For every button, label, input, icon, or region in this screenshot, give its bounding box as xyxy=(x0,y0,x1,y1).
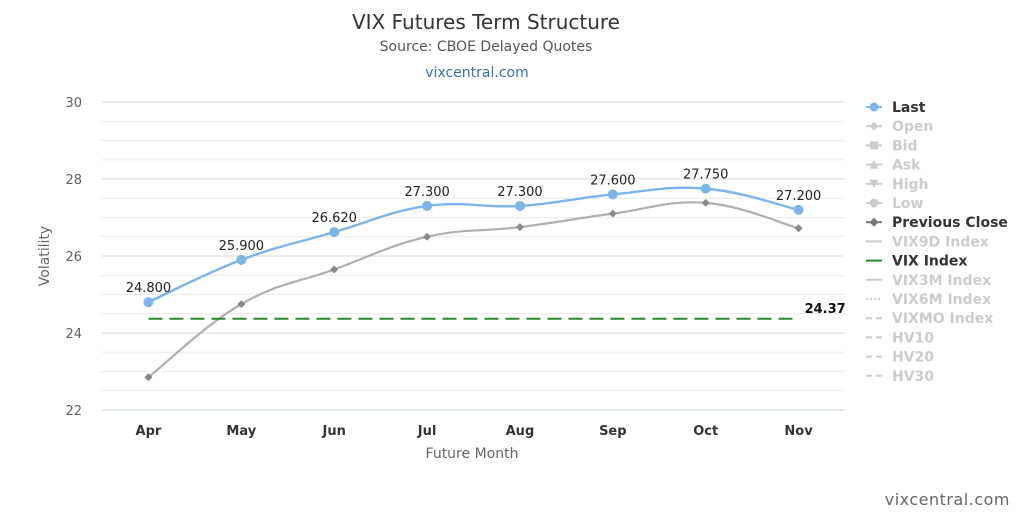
x-axis-title: Future Month xyxy=(426,446,519,462)
last-data-label: 27.300 xyxy=(497,185,543,200)
legend-item-open[interactable]: Open xyxy=(866,119,933,135)
last-data-label: 27.300 xyxy=(404,185,450,200)
legend-label: Low xyxy=(892,196,924,212)
legend-marker xyxy=(870,141,878,150)
last-point xyxy=(514,200,525,211)
legend-item-vix9d-index[interactable]: VIX9D Index xyxy=(866,234,989,250)
last-point xyxy=(607,189,618,200)
credit-text[interactable]: vixcentral.com xyxy=(885,490,1010,509)
legend-item-bid[interactable]: Bid xyxy=(866,138,918,154)
previous-close-line xyxy=(147,201,799,379)
last-point xyxy=(700,183,711,194)
x-tick-label: Oct xyxy=(693,424,718,439)
legend-item-low[interactable]: Low xyxy=(866,196,924,212)
legend-label: HV20 xyxy=(892,350,934,366)
last-point xyxy=(329,227,340,238)
x-tick-label: Apr xyxy=(136,424,162,439)
legend-label: VIXMO Index xyxy=(892,311,993,327)
previous-close-point xyxy=(330,265,339,274)
legend-marker xyxy=(869,160,879,169)
legend-item-vix6m-index[interactable]: VIX6M Index xyxy=(866,292,991,308)
x-tick-label: May xyxy=(226,424,256,439)
last-data-label: 24.800 xyxy=(126,281,172,296)
legend-label: HV10 xyxy=(892,330,934,346)
last-point xyxy=(793,204,804,215)
legend-item-vix3m-index[interactable]: VIX3M Index xyxy=(866,273,991,289)
legend-label: Bid xyxy=(892,138,918,154)
y-tick-label: 22 xyxy=(65,404,82,419)
previous-close-point xyxy=(423,232,432,241)
last-point xyxy=(143,297,154,308)
last-point xyxy=(236,254,247,265)
x-tick-label: Sep xyxy=(599,424,627,439)
legend-item-hv30[interactable]: HV30 xyxy=(866,369,934,385)
previous-close-point xyxy=(794,224,803,233)
legend-label: HV30 xyxy=(892,369,934,385)
x-tick-label: Nov xyxy=(784,424,813,439)
y-tick-label: 28 xyxy=(65,173,82,188)
series-layer: 24.37 24.800 25.900 26.620 27.300 27.300 27.60… xyxy=(126,168,846,382)
legend-marker xyxy=(869,198,879,208)
legend-item-vix-index[interactable]: VIX Index xyxy=(866,254,967,270)
previous-close-point xyxy=(608,209,617,218)
legend-item-high[interactable]: High xyxy=(866,177,929,193)
legend-item-previous-close[interactable]: Previous Close xyxy=(866,215,1008,231)
x-tick-label: Jun xyxy=(322,424,346,439)
legend-marker xyxy=(869,121,879,131)
legend-marker xyxy=(869,102,879,112)
previous-close-point xyxy=(515,223,524,232)
y-axis-ticks: 22 24 26 28 30 xyxy=(65,96,82,419)
last-point xyxy=(422,200,433,211)
last-data-label: 26.620 xyxy=(311,211,357,226)
x-tick-label: Jul xyxy=(417,424,437,439)
last-data-label: 27.200 xyxy=(776,189,822,204)
legend-label: VIX Index xyxy=(892,254,967,270)
legend-label: VIX6M Index xyxy=(892,292,991,308)
y-tick-label: 24 xyxy=(65,327,82,342)
last-data-label: 27.600 xyxy=(590,173,636,188)
legend-marker xyxy=(869,179,879,189)
legend-item-last[interactable]: Last xyxy=(866,100,926,116)
y-axis-title: Volatility xyxy=(37,226,53,286)
vix-index-label: 24.37 xyxy=(805,302,846,317)
previous-close-point xyxy=(237,300,246,309)
last-data-label: 27.750 xyxy=(683,168,729,183)
legend-item-hv20[interactable]: HV20 xyxy=(866,350,934,366)
legend-label: VIX9D Index xyxy=(892,234,989,250)
legend-label: VIX3M Index xyxy=(892,273,991,289)
y-tick-label: 26 xyxy=(65,250,82,265)
site-link[interactable]: vixcentral.com xyxy=(425,65,528,81)
previous-close-point xyxy=(144,373,153,382)
x-tick-label: Aug xyxy=(506,424,535,439)
x-axis-ticks: Apr May Jun Jul Aug Sep Oct Nov xyxy=(136,424,814,439)
legend-label: High xyxy=(892,177,929,193)
legend-label: Ask xyxy=(892,158,921,174)
legend: Last Open Bid Ask High Low Previous Close VIX9D… xyxy=(866,100,1008,385)
grid-lines xyxy=(102,101,845,411)
legend-item-ask[interactable]: Ask xyxy=(866,158,921,174)
legend-label: Previous Close xyxy=(892,215,1008,231)
legend-item-hv10[interactable]: HV10 xyxy=(866,330,934,346)
chart-title: VIX Futures Term Structure xyxy=(352,10,620,34)
previous-close-point xyxy=(701,198,710,207)
legend-item-vixmo-index[interactable]: VIXMO Index xyxy=(866,311,993,327)
legend-label: Last xyxy=(892,100,926,116)
legend-label: Open xyxy=(892,119,933,135)
chart-subtitle: Source: CBOE Delayed Quotes xyxy=(380,39,593,55)
y-tick-label: 30 xyxy=(65,96,82,111)
legend-marker xyxy=(869,217,879,227)
last-data-label: 25.900 xyxy=(219,239,265,254)
